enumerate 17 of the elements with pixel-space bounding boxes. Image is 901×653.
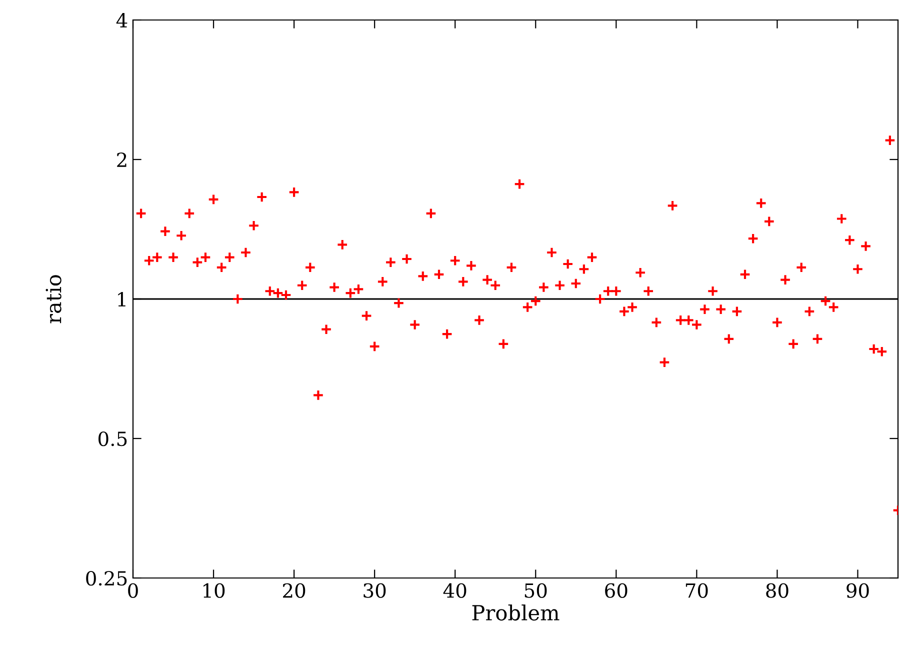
x-tick-label: 40 <box>443 583 466 598</box>
y-tick-label: 0.5 <box>98 431 127 446</box>
x-tick-label: 20 <box>283 583 306 598</box>
y-tick-label: 4 <box>116 12 128 28</box>
x-tick-label: 60 <box>605 583 628 598</box>
x-tick-label: 50 <box>524 583 547 598</box>
x-tick-label: 90 <box>846 583 869 598</box>
x-tick-label: 80 <box>766 583 788 598</box>
y-axis-title: ratio <box>46 275 62 324</box>
x-tick-label: 0 <box>128 583 138 598</box>
y-tick-label: 2 <box>117 152 126 167</box>
y-tick-label: 0.25 <box>86 570 127 586</box>
x-tick-label: 30 <box>364 583 386 598</box>
y-tick-label: 1 <box>118 292 126 306</box>
x-tick-label: 10 <box>204 583 225 598</box>
x-tick-label: 70 <box>686 583 708 598</box>
x-axis-title: Problem <box>472 604 560 621</box>
